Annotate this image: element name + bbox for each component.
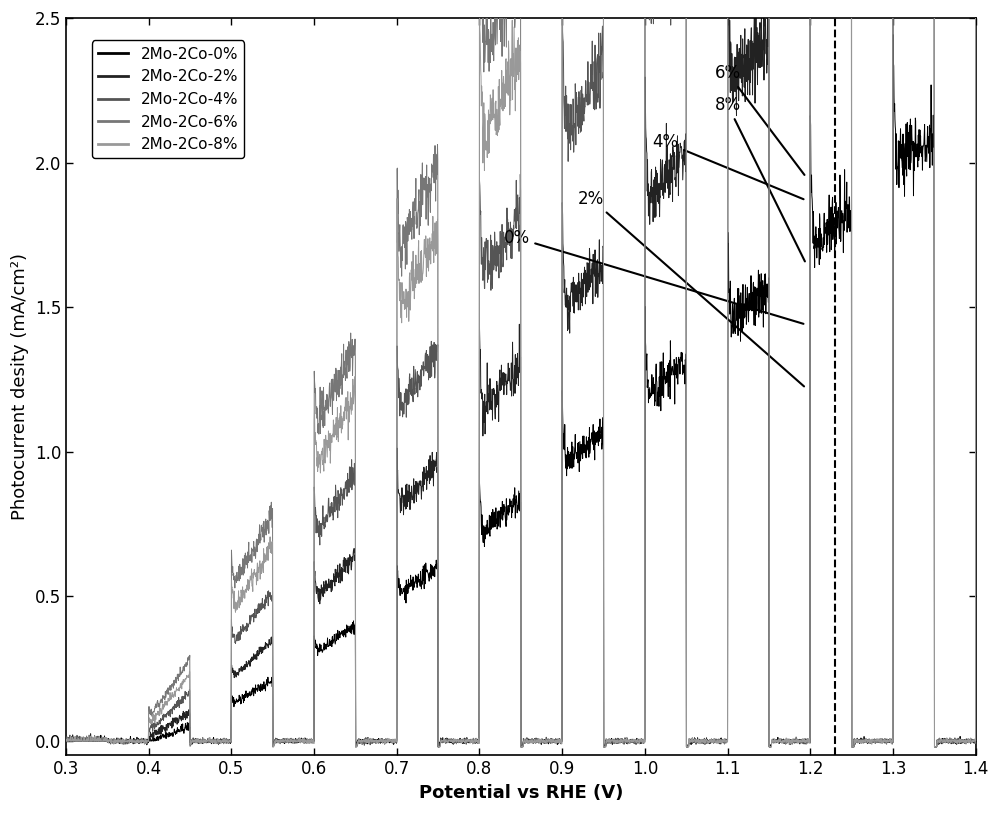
Text: 0%: 0% xyxy=(504,229,803,324)
Text: 4%: 4% xyxy=(652,133,804,199)
Text: 6%: 6% xyxy=(715,64,804,175)
X-axis label: Potential vs RHE (V): Potential vs RHE (V) xyxy=(419,784,623,802)
Y-axis label: Photocurrent desity (mA/cm²): Photocurrent desity (mA/cm²) xyxy=(11,254,29,520)
Text: 8%: 8% xyxy=(715,96,805,262)
Text: 2%: 2% xyxy=(578,190,804,386)
Legend: 2Mo-2Co-0%, 2Mo-2Co-2%, 2Mo-2Co-4%, 2Mo-2Co-6%, 2Mo-2Co-8%: 2Mo-2Co-0%, 2Mo-2Co-2%, 2Mo-2Co-4%, 2Mo-… xyxy=(92,41,244,159)
